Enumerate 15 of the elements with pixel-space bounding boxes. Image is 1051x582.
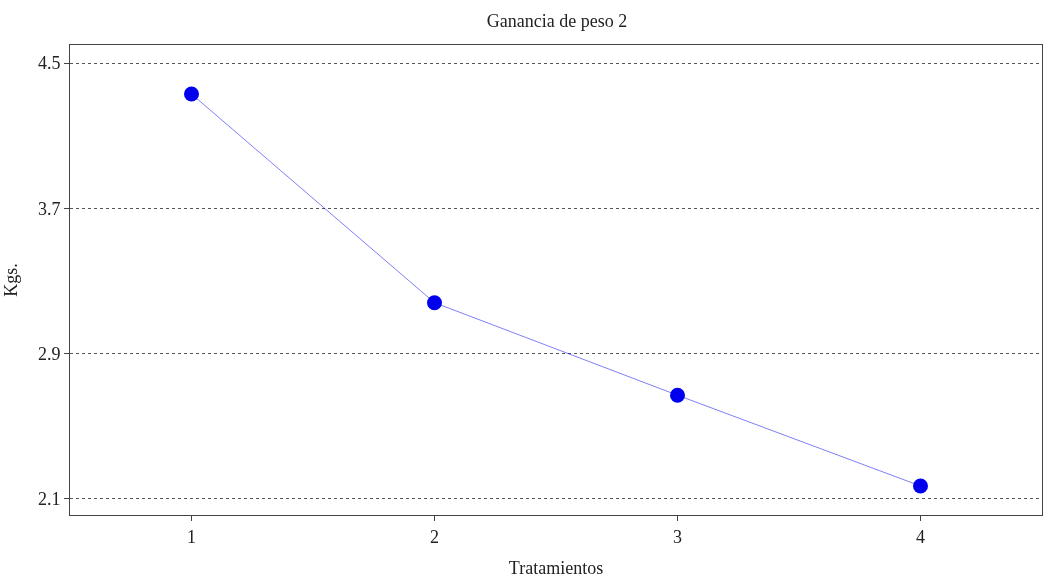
y-tick-label: 2.1 <box>37 488 61 509</box>
x-tick-label: 1 <box>187 526 196 547</box>
point <box>913 478 928 494</box>
point <box>184 86 199 102</box>
chart-title: Ganancia de peso 2 <box>486 11 628 32</box>
x-tick-label: 3 <box>673 526 682 547</box>
y-tick-label: 4.5 <box>37 53 61 74</box>
point <box>427 295 442 311</box>
y-tick-label: 2.9 <box>37 343 61 364</box>
point <box>670 387 685 403</box>
x-tick-label: 2 <box>430 526 439 547</box>
x-axis-title: Tratamientos <box>508 557 604 578</box>
y-axis-title: Kgs. <box>1 263 22 297</box>
y-tick-label: 3.7 <box>37 198 61 219</box>
x-tick-label: 4 <box>916 526 925 547</box>
